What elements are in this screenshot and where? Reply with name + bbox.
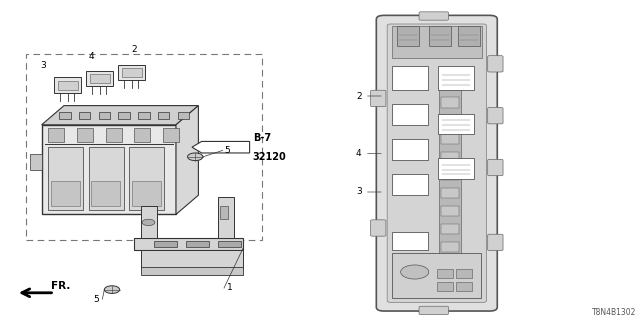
Bar (392, 139, 428, 160)
Bar (441, 188, 460, 198)
Bar (86, 71, 113, 86)
Text: 4: 4 (88, 52, 93, 61)
Bar (437, 282, 453, 291)
Bar (77, 128, 93, 142)
Bar (48, 147, 83, 210)
Bar (48, 128, 64, 142)
Bar (79, 112, 90, 119)
Bar (456, 282, 472, 291)
Text: 5: 5 (93, 295, 99, 304)
FancyBboxPatch shape (371, 220, 386, 236)
FancyBboxPatch shape (488, 108, 503, 124)
Bar (218, 197, 234, 238)
Bar (441, 206, 460, 216)
Text: 4: 4 (356, 149, 362, 158)
Bar (441, 260, 460, 270)
FancyBboxPatch shape (488, 56, 503, 72)
Circle shape (142, 219, 155, 226)
Bar (141, 206, 157, 238)
Bar (118, 65, 145, 80)
Bar (141, 267, 243, 275)
Polygon shape (192, 141, 250, 153)
FancyBboxPatch shape (376, 15, 497, 311)
Bar (51, 181, 79, 206)
Bar (392, 232, 428, 250)
Bar (392, 253, 481, 298)
Bar (106, 128, 122, 142)
Bar (441, 278, 460, 288)
Bar (138, 112, 150, 119)
Text: B-7: B-7 (253, 132, 271, 143)
Bar (26, 54, 262, 240)
Bar (392, 174, 428, 195)
Polygon shape (176, 106, 198, 214)
Bar (441, 242, 460, 252)
FancyBboxPatch shape (419, 12, 449, 20)
Text: 2: 2 (356, 92, 362, 100)
Bar (122, 68, 142, 77)
Bar (154, 241, 177, 247)
Bar (178, 112, 189, 119)
Bar (441, 151, 460, 162)
Bar (42, 125, 176, 214)
Bar (392, 26, 482, 58)
Bar (458, 26, 480, 46)
Bar (141, 250, 243, 269)
Bar (429, 26, 451, 46)
Text: 3: 3 (41, 61, 46, 70)
Bar (441, 170, 460, 180)
Bar (129, 147, 164, 210)
Circle shape (401, 265, 429, 279)
Bar (99, 112, 110, 119)
Bar (437, 269, 453, 278)
Bar (60, 112, 70, 119)
Text: T8N4B1302: T8N4B1302 (593, 308, 637, 317)
Bar (439, 70, 461, 294)
Bar (220, 206, 228, 219)
Bar (90, 74, 110, 83)
Bar (441, 133, 460, 144)
Circle shape (104, 286, 120, 293)
Bar (438, 158, 474, 179)
Text: 3: 3 (356, 188, 362, 196)
Bar (397, 26, 419, 46)
Text: 32120: 32120 (253, 152, 287, 162)
FancyBboxPatch shape (419, 306, 449, 315)
Bar (54, 77, 81, 93)
Bar (58, 81, 78, 90)
Bar (392, 66, 428, 90)
Polygon shape (42, 106, 198, 125)
Text: FR.: FR. (51, 281, 70, 291)
Bar (392, 104, 428, 125)
Bar (158, 112, 170, 119)
Bar (441, 97, 460, 108)
Text: 5: 5 (224, 146, 230, 155)
FancyBboxPatch shape (387, 24, 486, 302)
Bar (91, 181, 120, 206)
Bar (441, 116, 460, 126)
Bar (218, 241, 241, 247)
Text: 2: 2 (132, 45, 137, 54)
Bar (132, 181, 161, 206)
Bar (118, 112, 130, 119)
FancyBboxPatch shape (488, 234, 503, 251)
Bar (30, 154, 42, 170)
FancyBboxPatch shape (371, 90, 386, 107)
Bar (163, 128, 179, 142)
Bar (438, 66, 474, 90)
Circle shape (188, 153, 203, 161)
Bar (456, 269, 472, 278)
Text: 1: 1 (227, 284, 233, 292)
Bar (88, 147, 124, 210)
FancyBboxPatch shape (488, 159, 503, 176)
Bar (438, 114, 474, 134)
Bar (134, 238, 243, 250)
Bar (134, 128, 150, 142)
Bar (441, 79, 460, 90)
Bar (186, 241, 209, 247)
Bar (441, 224, 460, 234)
